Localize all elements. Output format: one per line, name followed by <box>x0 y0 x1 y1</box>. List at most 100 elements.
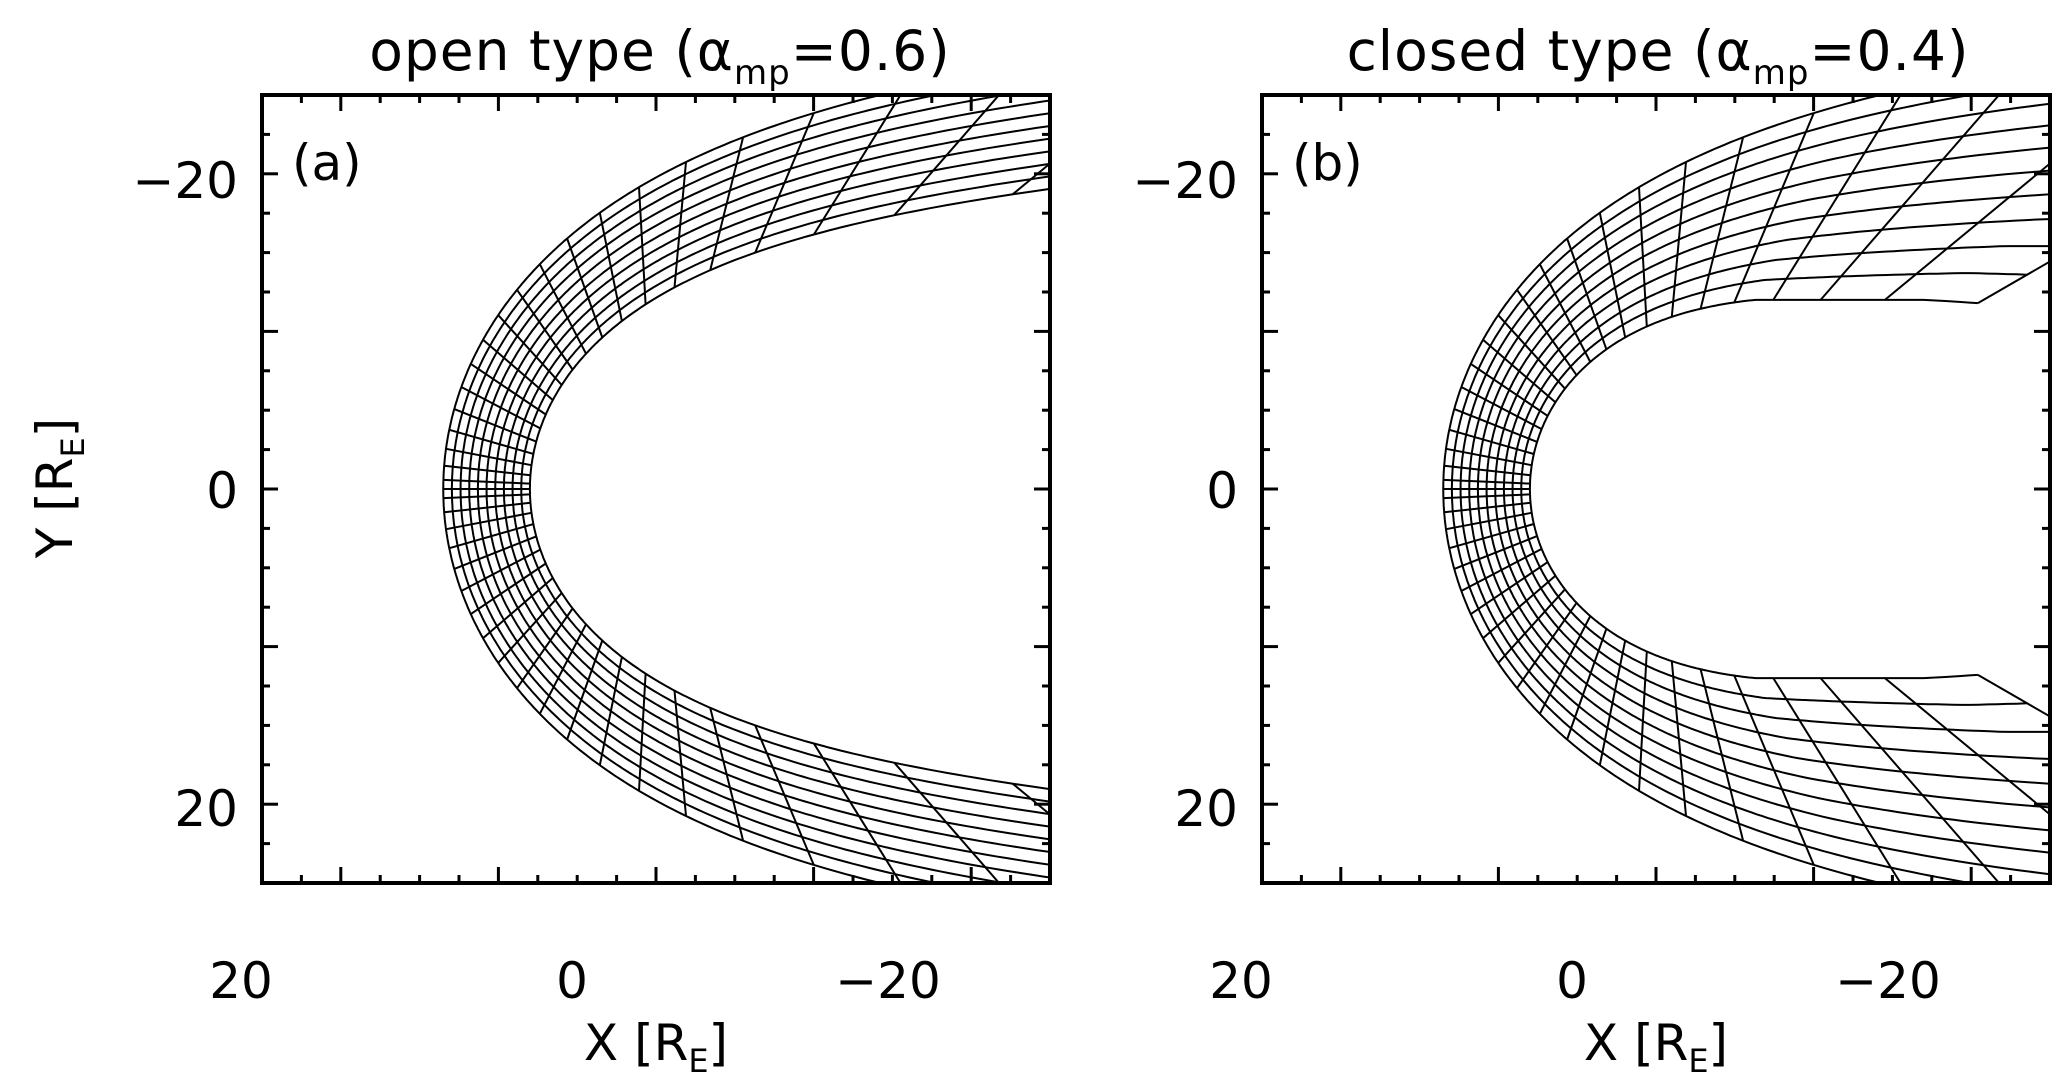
panel-a-ylabel: Y [RE] <box>26 418 92 559</box>
grid-transverse-line <box>1598 212 1627 338</box>
grid-transverse-line <box>1443 493 1531 500</box>
panel-a-title: open type (αmp=0.6) <box>369 19 951 93</box>
grid-transverse-line <box>1977 260 2050 304</box>
panel-b: closed type (αmp=0.4) (b) 20 0 −20 −20 0… <box>1132 19 2052 1077</box>
grid-transverse-line <box>482 339 554 401</box>
grid-shell-line <box>468 99 1050 879</box>
grid-transverse-line <box>813 95 902 236</box>
panel-b-xtick-label: 20 <box>1209 952 1273 1010</box>
panel-a-ytick-label: −20 <box>132 152 238 210</box>
grid-transverse-line <box>1460 548 1543 592</box>
grid-transverse-line <box>893 762 1001 883</box>
grid-transverse-line <box>673 161 687 288</box>
panel-a-label: (a) <box>292 134 362 192</box>
grid-transverse-line <box>754 112 815 253</box>
grid-transverse-line <box>516 289 574 371</box>
grid-transverse-line <box>444 501 531 514</box>
grid-transverse-line <box>598 212 623 322</box>
grid-transverse-line <box>453 408 537 443</box>
grid-transverse-line <box>1772 95 1902 301</box>
panel-a-xlabel: X [RE] <box>584 1014 728 1077</box>
grid-transverse-line <box>893 95 1001 216</box>
grid-transverse-line <box>443 493 531 500</box>
panel-b-xtick-label: 0 <box>1556 952 1588 1010</box>
panel-a-xtick-label: 0 <box>556 952 588 1010</box>
grid-transverse-line <box>1453 408 1538 443</box>
grid-transverse-line <box>453 535 537 570</box>
grid-transverse-line <box>445 511 532 531</box>
panel-b-frame <box>1260 93 2052 885</box>
grid-transverse-line <box>1538 263 1592 363</box>
grid-transverse-line <box>598 656 623 766</box>
grid-transverse-line <box>445 447 532 467</box>
grid-transverse-line <box>449 428 534 455</box>
grid-transverse-line <box>638 187 647 305</box>
panel-b-magnetopause-grid <box>1442 95 2050 883</box>
grid-transverse-line <box>1516 602 1578 689</box>
grid-transverse-line <box>1460 386 1543 430</box>
grid-transverse-line <box>1733 112 1815 303</box>
grid-shell-line <box>494 137 1050 841</box>
panel-a-ytick-label: 0 <box>206 462 238 520</box>
grid-transverse-line <box>813 742 902 883</box>
grid-transverse-line <box>1497 588 1566 664</box>
grid-transverse-line <box>460 548 541 592</box>
grid-transverse-line <box>1445 511 1532 531</box>
grid-transverse-line <box>470 363 547 416</box>
grid-transverse-line <box>1444 464 1531 477</box>
grid-transverse-line <box>444 464 531 477</box>
panel-b-ytick-label: 20 <box>1174 780 1238 838</box>
grid-transverse-line <box>1670 161 1687 317</box>
grid-transverse-line <box>1699 669 1745 841</box>
panel-a: open type (αmp=0.6) (a) 20 0 −20 −20 0 2… <box>26 19 1052 1077</box>
grid-transverse-line <box>1012 782 1050 816</box>
panel-b-xlabel: X [RE] <box>1584 1014 1728 1077</box>
grid-shell-line <box>1528 298 1978 680</box>
grid-transverse-line <box>1566 238 1608 350</box>
grid-transverse-line <box>1449 523 1535 550</box>
grid-transverse-line <box>638 673 647 791</box>
panel-a-ytick-label: 20 <box>174 780 238 838</box>
grid-transverse-line <box>497 592 563 664</box>
grid-transverse-line <box>1598 640 1627 766</box>
grid-transverse-line <box>449 523 534 550</box>
panel-a-magnetopause-grid <box>442 95 1050 883</box>
grid-transverse-line <box>1012 162 1050 196</box>
grid-transverse-line <box>566 238 604 338</box>
grid-transverse-line <box>1819 95 2001 301</box>
grid-transverse-line <box>1453 535 1538 570</box>
grid-transverse-line <box>497 314 563 386</box>
grid-transverse-line <box>1977 674 2050 718</box>
grid-transverse-line <box>1444 501 1531 514</box>
grid-transverse-line <box>1443 478 1531 485</box>
grid-transverse-line <box>1884 677 2050 816</box>
grid-transverse-line <box>1772 677 1902 883</box>
grid-transverse-line <box>1482 339 1557 404</box>
grid-shell-line <box>1520 272 2028 706</box>
grid-transverse-line <box>1516 289 1578 376</box>
grid-transverse-line <box>1449 428 1535 455</box>
panel-b-label: (b) <box>1292 134 1363 192</box>
grid-transverse-line <box>538 263 587 355</box>
grid-shell-line <box>1442 95 1885 883</box>
grid-transverse-line <box>516 607 574 689</box>
grid-transverse-line <box>1884 162 2050 301</box>
grid-transverse-line <box>1470 561 1549 615</box>
panel-b-ticks <box>1262 95 2050 883</box>
panel-a-ticks <box>262 95 1050 883</box>
panel-b-ytick-label: −20 <box>1132 152 1238 210</box>
grid-transverse-line <box>673 690 687 817</box>
grid-transverse-line <box>1482 574 1557 639</box>
grid-transverse-line <box>482 577 554 639</box>
grid-transverse-line <box>1638 187 1648 327</box>
grid-transverse-line <box>1445 447 1532 467</box>
panel-b-ytick-label: 0 <box>1206 462 1238 520</box>
grid-transverse-line <box>1538 615 1592 715</box>
panel-b-title: closed type (αmp=0.4) <box>1347 19 1970 93</box>
panel-a-xtick-label: 20 <box>209 952 273 1010</box>
grid-transverse-line <box>1497 314 1566 390</box>
grid-transverse-line <box>754 725 815 866</box>
grid-transverse-line <box>538 623 587 715</box>
grid-transverse-line <box>1699 137 1745 309</box>
